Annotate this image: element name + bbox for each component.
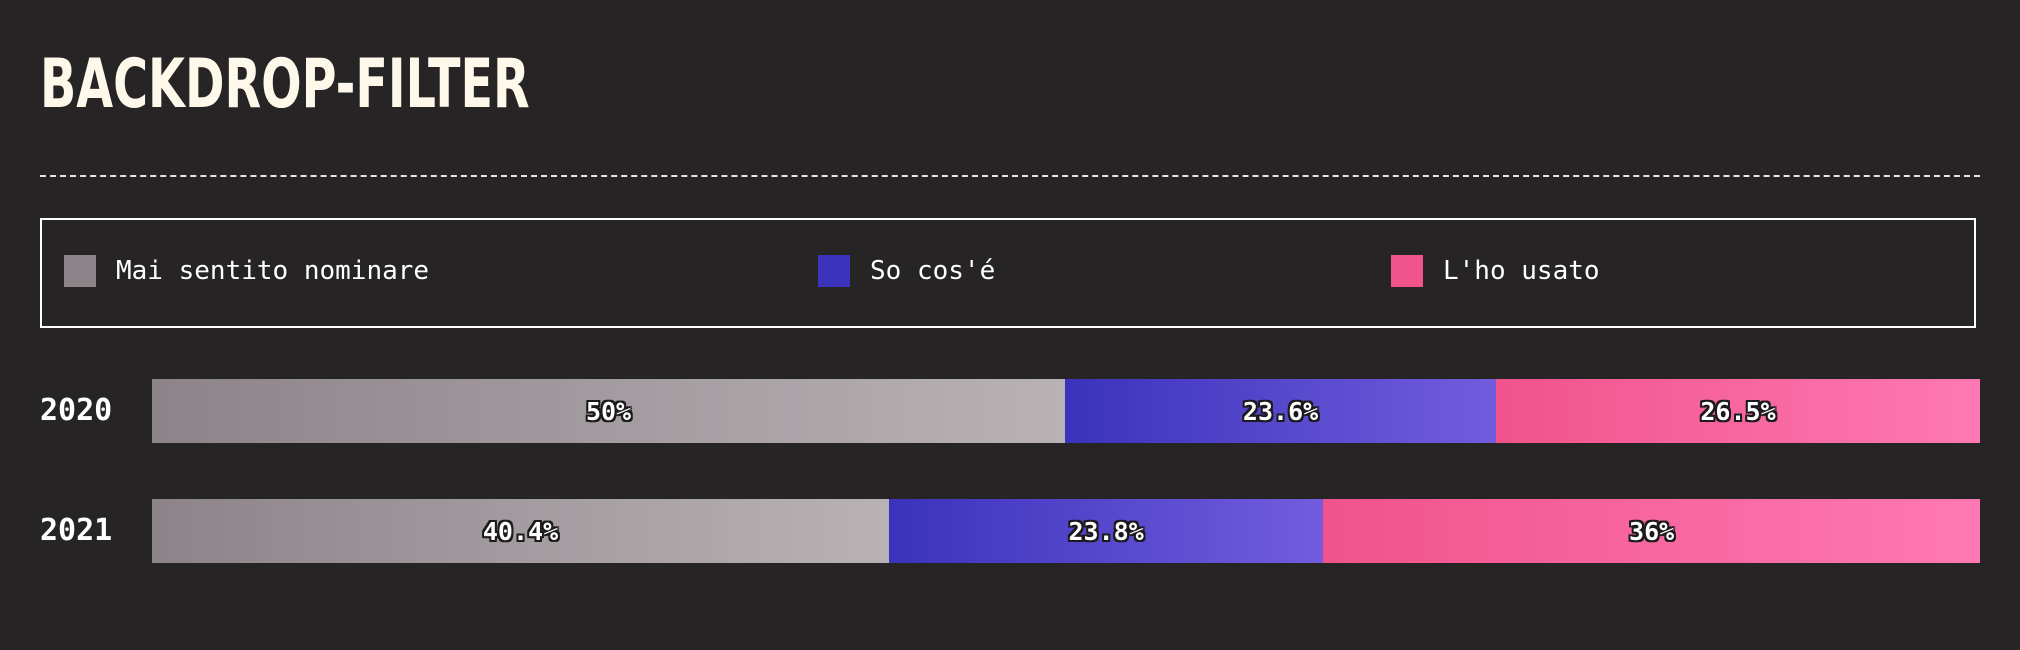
legend-swatch-lho-usato (1391, 255, 1423, 287)
bar-value-label-2021-mai-sentito: 40.4% (482, 516, 559, 546)
legend-label-so-cose: So cos'é (870, 256, 996, 286)
bar-segment-2020-lho-usato[interactable]: 26.5% (1496, 379, 1980, 443)
bar-segment-2021-lho-usato[interactable]: 36% (1323, 499, 1980, 563)
bar-value-label-2020-so-cose: 23.6% (1242, 396, 1319, 426)
chart-title: BACKDROP-FILTER (40, 45, 530, 124)
bar-segment-2020-mai-sentito[interactable]: 50% (152, 379, 1066, 443)
legend-item-so-cose[interactable]: So cos'é (818, 255, 995, 287)
legend-item-lho-usato[interactable]: L'ho usato (1391, 255, 1600, 287)
bar-2020: 50% 23.6% 26.5% (152, 379, 1980, 443)
row-label-2021: 2021 (40, 513, 113, 548)
bar-value-label-2020-mai-sentito: 50% (585, 396, 632, 426)
legend-swatch-so-cose (818, 255, 850, 287)
bar-value-label-2021-so-cose: 23.8% (1068, 516, 1144, 546)
bar-segment-2021-mai-sentito[interactable]: 40.4% (152, 499, 890, 563)
legend-swatch-mai-sentito (64, 255, 96, 287)
legend-label-mai-sentito: Mai sentito nominare (116, 256, 430, 286)
legend-label-lho-usato: L'ho usato (1443, 256, 1600, 286)
bar-2021: 40.4% 23.8% 36% (152, 499, 1980, 563)
legend-item-mai-sentito[interactable]: Mai sentito nominare (64, 255, 429, 287)
legend: Mai sentito nominare So cos'é L'ho usato (40, 218, 1976, 328)
row-label-2020: 2020 (40, 393, 113, 428)
dashed-divider (40, 175, 1980, 177)
bar-value-label-2021-lho-usato: 36% (1629, 516, 1675, 546)
bar-segment-2020-so-cose[interactable]: 23.6% (1065, 379, 1497, 443)
bar-value-label-2020-lho-usato: 26.5% (1700, 396, 1776, 426)
bar-segment-2021-so-cose[interactable]: 23.8% (889, 499, 1324, 563)
